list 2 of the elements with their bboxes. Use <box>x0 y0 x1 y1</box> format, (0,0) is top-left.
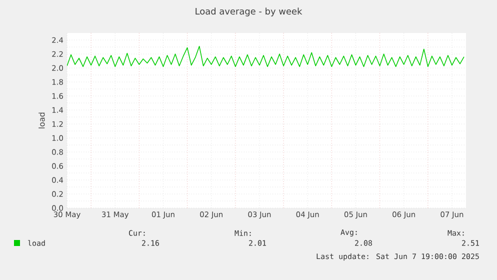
line-series <box>67 46 464 67</box>
chart-title: Load average - by week <box>196 8 302 16</box>
